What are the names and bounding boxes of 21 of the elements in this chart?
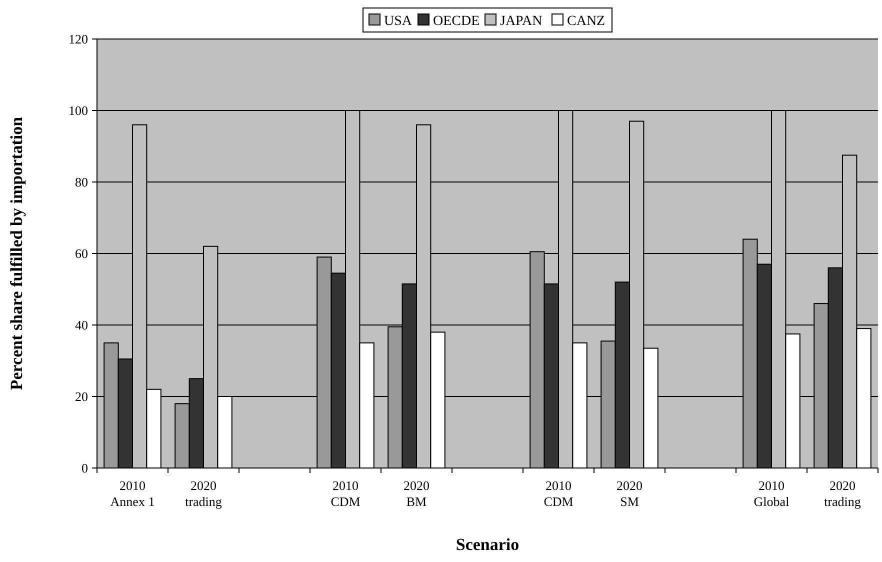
x-tick-label: 2010 CDM <box>330 478 361 509</box>
x-tick-label: 2010 CDM <box>544 478 574 509</box>
x-tick-label: 2010 Global <box>754 478 790 509</box>
y-tick-label: 40 <box>75 318 88 333</box>
legend-label: USA <box>384 14 413 29</box>
y-tick-label: 120 <box>68 32 88 47</box>
x-tick-label: 2020 SM <box>616 478 642 509</box>
legend-label: JAPAN <box>500 14 542 29</box>
y-tick-label: 80 <box>75 174 88 190</box>
y-tick-label: 60 <box>75 246 88 262</box>
x-tick-label: 2010 Annex 1 <box>110 478 155 509</box>
x-tick-label: 2020 trading <box>824 478 862 509</box>
y-tick-label: 20 <box>75 389 88 404</box>
x-tick-label: 2020 trading <box>185 478 222 509</box>
y-axis-title: Percent share fulfilled by importation <box>7 116 26 390</box>
legend-label: CANZ <box>567 14 606 29</box>
x-axis-title: Scenario <box>456 535 520 554</box>
x-tick-label: 2020 BM <box>404 478 430 509</box>
legend-label: OECDE <box>433 14 480 29</box>
y-tick-label: 100 <box>68 103 88 118</box>
y-tick-label: 0 <box>82 460 88 476</box>
